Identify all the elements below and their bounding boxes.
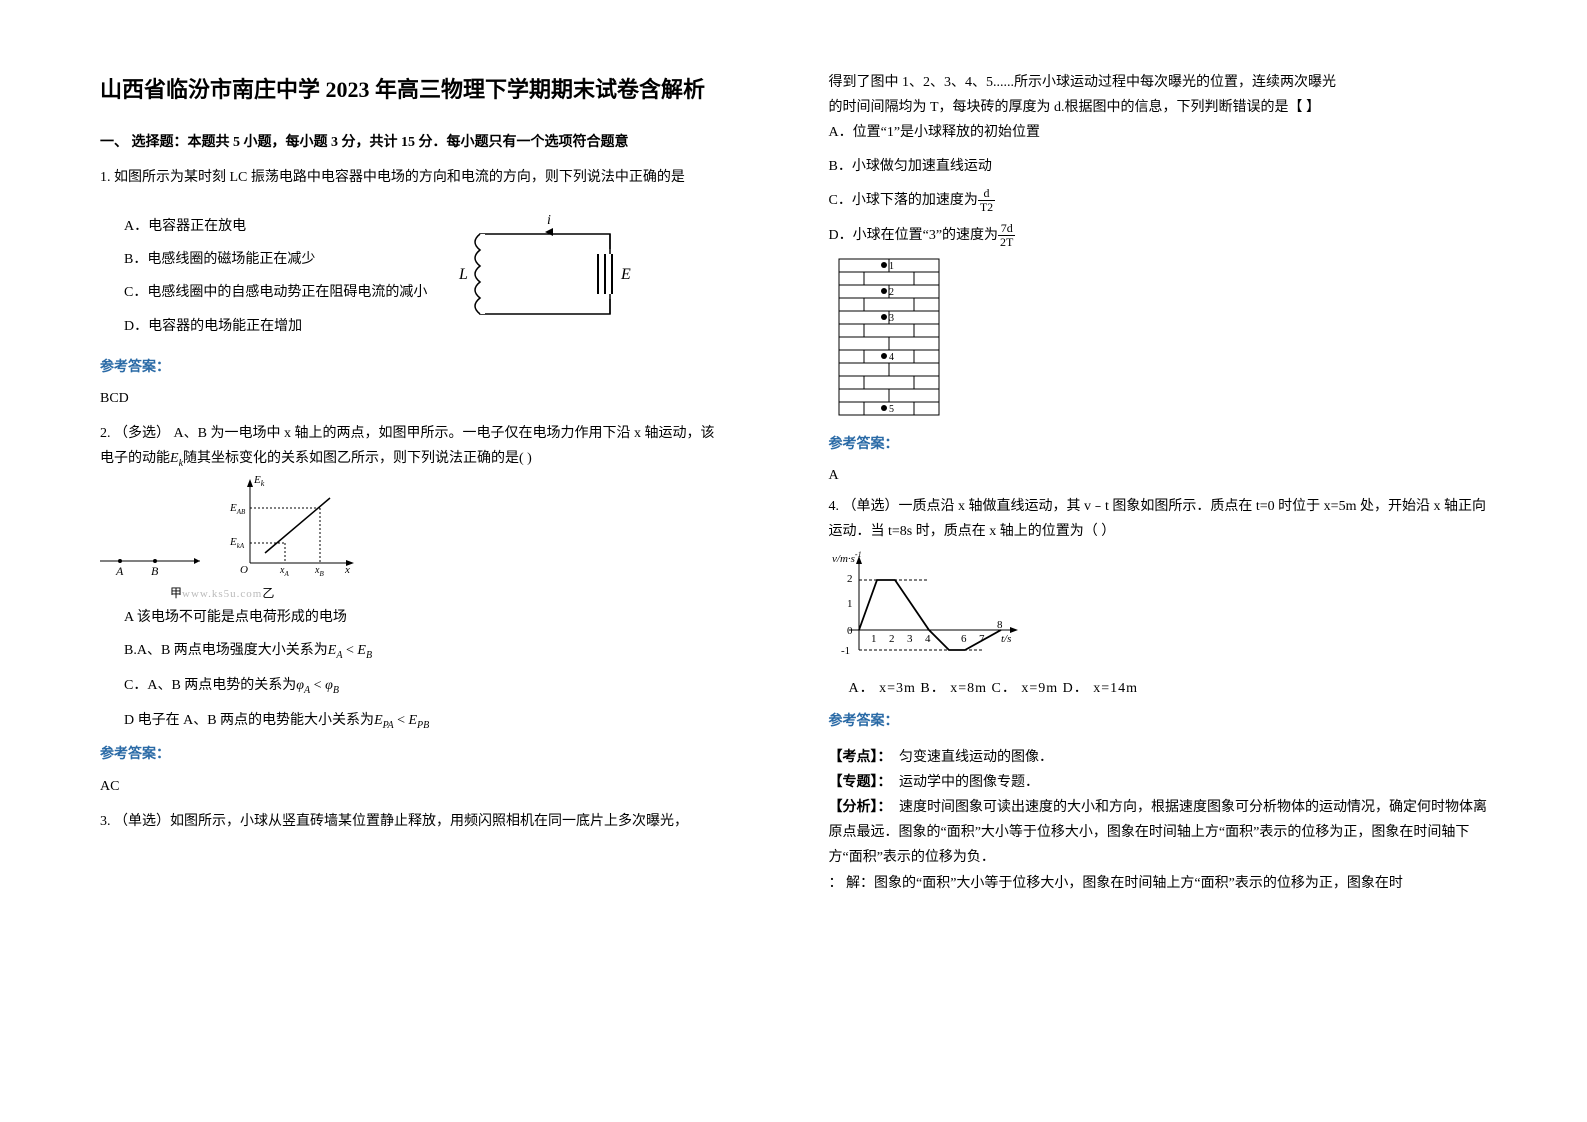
vt-graph: v/m·s-1 2 1 0 -1 1 2 3 4 6 7 8 t/s	[829, 550, 1019, 660]
svg-text:B: B	[151, 564, 159, 578]
q1-option-d: D．电容器的电场能正在增加	[124, 314, 427, 339]
question-4: 4. （单选）一质点沿 x 轴做直线运动，其 v﹣t 图象如图所示．质点在 t=…	[829, 494, 1498, 896]
q3-answer-label: 参考答案：	[829, 432, 1498, 457]
svg-text:8: 8	[997, 619, 1003, 631]
svg-text:1: 1	[847, 598, 853, 610]
q1-option-c: C．电感线圈中的自感电动势正在阻碍电流的减小	[124, 280, 427, 305]
inductor-label: L	[458, 266, 468, 283]
svg-text:A: A	[115, 564, 124, 578]
q3-option-d: D．小球在位置“3”的速度为7d2T	[829, 222, 1498, 249]
svg-text:1: 1	[871, 633, 877, 645]
q2-option-c: C．A、B 两点电势的关系为φA < φB	[124, 673, 769, 700]
q2-answer-label: 参考答案：	[100, 742, 769, 767]
document-title: 山西省临汾市南庄中学 2023 年高三物理下学期期末试卷含解析	[100, 70, 769, 110]
svg-text:3: 3	[907, 633, 913, 645]
q4-solution-start: ： 解：图象的“面积”大小等于位移大小，图象在时间轴上方“面积”表示的位移为正，…	[829, 871, 1498, 896]
q2-option-b: B.A、B 两点电场强度大小关系为EA < EB	[124, 638, 769, 665]
q2-option-a: A 该电场不可能是点电荷形成的电场	[124, 605, 769, 630]
q4-fenxi: 【分析】： 速度时间图象可读出速度的大小和方向，根据速度图象可分析物体的运动情况…	[829, 795, 1498, 871]
q2-caption: 甲www.ks5u.com乙	[170, 583, 769, 605]
left-column: 山西省临汾市南庄中学 2023 年高三物理下学期期末试卷含解析 一、 选择题：本…	[100, 70, 769, 906]
page-container: 山西省临汾市南庄中学 2023 年高三物理下学期期末试卷含解析 一、 选择题：本…	[100, 70, 1497, 906]
q4-stem: 4. （单选）一质点沿 x 轴做直线运动，其 v﹣t 图象如图所示．质点在 t=…	[829, 494, 1498, 544]
svg-text:EAB: EAB	[229, 502, 246, 516]
q1-option-b: B．电感线圈的磁场能正在减少	[124, 247, 427, 272]
svg-text:1: 1	[889, 261, 894, 272]
svg-text:EkA: EkA	[229, 536, 245, 550]
q2-stem-line1: 2. （多选） A、B 为一电场中 x 轴上的两点，如图甲所示。一电子仅在电场力…	[100, 421, 769, 446]
svg-text:O: O	[240, 564, 248, 576]
svg-text:2: 2	[889, 633, 895, 645]
q1-stem: 1. 如图所示为某时刻 LC 振荡电路中电容器中电场的方向和电流的方向，则下列说…	[100, 165, 769, 190]
svg-text:xA: xA	[279, 565, 289, 578]
q4-zhuanti: 【专题】： 运动学中的图像专题．	[829, 770, 1498, 795]
svg-text:2: 2	[889, 287, 894, 298]
svg-text:4: 4	[889, 352, 894, 363]
q2-answer: AC	[100, 774, 769, 799]
brick-wall-diagram: 1 2 3 4 5	[829, 254, 949, 424]
q1-answer-label: 参考答案：	[100, 355, 769, 380]
q4-kaodian: 【考点】： 匀变速直线运动的图像．	[829, 745, 1498, 770]
svg-text:Ek: Ek	[253, 474, 265, 488]
q1-options: A．电容器正在放电 B．电感线圈的磁场能正在减少 C．电感线圈中的自感电动势正在…	[100, 214, 427, 347]
question-2: 2. （多选） A、B 为一电场中 x 轴上的两点，如图甲所示。一电子仅在电场力…	[100, 421, 769, 799]
svg-text:6: 6	[961, 633, 967, 645]
svg-text:-1: -1	[841, 645, 850, 657]
question-3-start: 3. （单选）如图所示，小球从竖直砖墙某位置静止释放，用频闪照相机在同一底片上多…	[100, 809, 769, 834]
svg-text:x: x	[344, 564, 350, 576]
q1-answer: BCD	[100, 386, 769, 411]
q2-graph: A B Ek EAB EkA O xA	[100, 473, 360, 583]
q3-answer: A	[829, 463, 1498, 488]
svg-text:4: 4	[925, 633, 931, 645]
q3-cont1: 得到了图中 1、2、3、4、5......所示小球运动过程中每次曝光的位置，连续…	[829, 70, 1498, 95]
section-1-heading: 一、 选择题：本题共 5 小题，每小题 3 分，共计 15 分．每小题只有一个选…	[100, 130, 769, 155]
svg-text:2: 2	[847, 573, 853, 585]
q3-option-b: B．小球做匀加速直线运动	[829, 154, 1498, 179]
q2-option-d: D 电子在 A、B 两点的电势能大小关系为EPA < EPB	[124, 708, 769, 735]
svg-text:5: 5	[889, 404, 894, 415]
question-1: 1. 如图所示为某时刻 LC 振荡电路中电容器中电场的方向和电流的方向，则下列说…	[100, 165, 769, 411]
svg-text:3: 3	[889, 313, 894, 324]
q4-answer-label: 参考答案：	[829, 709, 1498, 734]
svg-text:t/s: t/s	[1001, 633, 1011, 645]
svg-text:0: 0	[847, 625, 853, 637]
q3-cont2: 的时间间隔均为 T，每块砖的厚度为 d.根据图中的信息，下列判断错误的是【 】	[829, 95, 1498, 120]
current-label: i	[547, 214, 551, 228]
lc-circuit-diagram: i L E	[455, 214, 635, 334]
q3-option-c: C．小球下落的加速度为dT2	[829, 187, 1498, 214]
q3-stem: 3. （单选）如图所示，小球从竖直砖墙某位置静止释放，用频闪照相机在同一底片上多…	[100, 809, 769, 834]
q4-options: A． x=3m B． x=8m C． x=9m D． x=14m	[849, 676, 1498, 701]
right-column: 得到了图中 1、2、3、4、5......所示小球运动过程中每次曝光的位置，连续…	[829, 70, 1498, 906]
q2-stem-line2: 电子的动能Ek随其坐标变化的关系如图乙所示，则下列说法正确的是( )	[100, 446, 769, 473]
svg-text:xB: xB	[314, 565, 324, 578]
q1-option-a: A．电容器正在放电	[124, 214, 427, 239]
capacitor-label: E	[620, 266, 631, 283]
q3-option-a: A．位置“1”是小球释放的初始位置	[829, 120, 1498, 145]
